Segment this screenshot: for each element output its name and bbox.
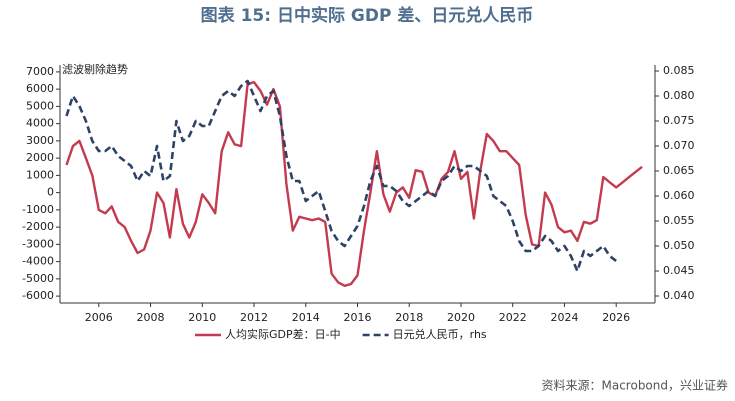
y-tick-label: -6000 (22, 289, 54, 302)
x-tick-label: 2010 (188, 311, 216, 324)
x-tick-label: 2006 (85, 311, 113, 324)
y-tick-label: 4000 (26, 117, 54, 130)
annotation: 滤波剔除趋势 (62, 62, 128, 76)
series-line (65, 79, 617, 273)
x-tick-label: 2020 (447, 311, 475, 324)
y2-tick-label: 0.080 (663, 89, 695, 102)
y-tick-label: -1000 (22, 203, 54, 216)
y2-tick-label: 0.065 (663, 164, 695, 177)
y2-tick-label: 0.060 (663, 189, 695, 202)
y2-tick-label: 0.040 (663, 289, 695, 302)
source: 资料来源：Macrobond，兴业证券 (542, 378, 729, 393)
x-tick-label: 2012 (240, 311, 268, 324)
y-tick-label: -2000 (22, 220, 54, 233)
series-line (65, 81, 643, 287)
legend-label: 日元兑人民币，rhs (393, 327, 487, 341)
y-tick-label: -5000 (22, 272, 54, 285)
x-tick-label: 2008 (137, 311, 165, 324)
x-tick-label: 2016 (344, 311, 372, 324)
y2-tick-label: 0.070 (663, 139, 695, 152)
y2-tick-label: 0.045 (663, 264, 695, 277)
y-tick-label: 6000 (26, 82, 54, 95)
y-tick-label: 7000 (26, 65, 54, 78)
y-tick-label: -3000 (22, 237, 54, 250)
y2-tick-label: 0.050 (663, 239, 695, 252)
legend-label: 人均实际GDP差：日-中 (225, 327, 341, 341)
y-tick-label: 3000 (26, 134, 54, 147)
y-tick-label: 1000 (26, 168, 54, 181)
x-tick-label: 2026 (602, 311, 630, 324)
y2-tick-label: 0.085 (663, 64, 695, 77)
y-tick-label: -4000 (22, 255, 54, 268)
y-tick-label: 5000 (26, 99, 54, 112)
x-tick-label: 2024 (550, 311, 578, 324)
chart-title: 图表 15: 日中实际 GDP 差、日元兑人民币 (201, 5, 534, 26)
y-tick-label: 0 (47, 186, 54, 199)
y2-tick-label: 0.055 (663, 214, 695, 227)
x-tick-label: 2014 (292, 311, 320, 324)
x-tick-label: 2022 (499, 311, 527, 324)
y-tick-label: 2000 (26, 151, 54, 164)
x-tick-label: 2018 (395, 311, 423, 324)
y2-tick-label: 0.075 (663, 114, 695, 127)
